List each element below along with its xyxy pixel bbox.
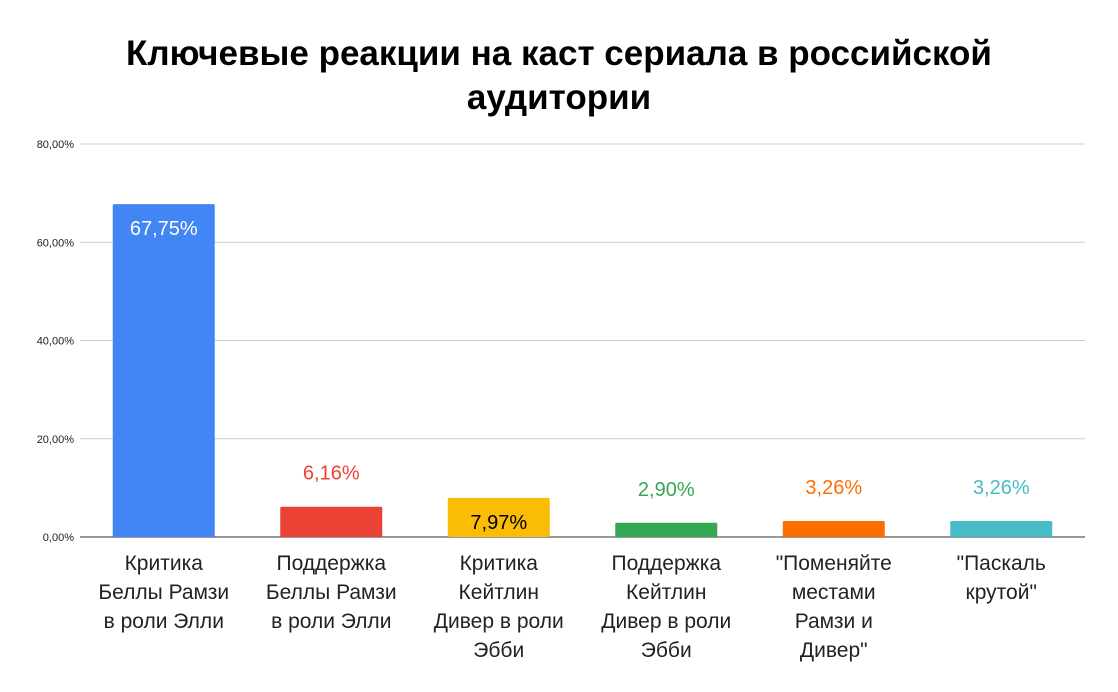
data-label: 67,75% (130, 218, 198, 240)
y-tick-label: 80,00% (37, 139, 75, 151)
bar (782, 520, 885, 537)
data-label: 3,26% (973, 477, 1030, 499)
y-tick-label: 20,00% (37, 434, 75, 446)
category-label: "Поменяйте местами Рамзи и Дивер" (776, 552, 892, 662)
bar (447, 497, 550, 537)
category-label: "Паскаль крутой" (957, 552, 1046, 604)
chart-title-line-2: аудитории (466, 78, 652, 117)
category-label: Критика Кейтлин Дивер в роли Эбби (434, 552, 564, 662)
data-label: 7,97% (470, 512, 527, 534)
category-label: Поддержка Кейтлин Дивер в роли Эбби (601, 552, 731, 662)
data-label: 2,90% (638, 479, 695, 501)
y-tick-label: 0,00% (43, 532, 74, 544)
data-label: 3,26% (805, 477, 862, 499)
category-label: Поддержка Беллы Рамзи в роли Элли (266, 552, 397, 633)
data-label: 6,16% (303, 463, 360, 485)
chart-title: Ключевые реакции на каст сериала в росси… (0, 32, 1118, 120)
bar (950, 520, 1053, 537)
y-tick-label: 60,00% (37, 237, 75, 249)
y-tick-label: 40,00% (37, 336, 75, 348)
bar (112, 204, 215, 537)
category-label: Критика Беллы Рамзи в роли Элли (98, 552, 229, 633)
bar (280, 506, 383, 537)
chart-title-line-1: Ключевые реакции на каст сериала в росси… (126, 34, 992, 73)
bar (615, 522, 718, 537)
